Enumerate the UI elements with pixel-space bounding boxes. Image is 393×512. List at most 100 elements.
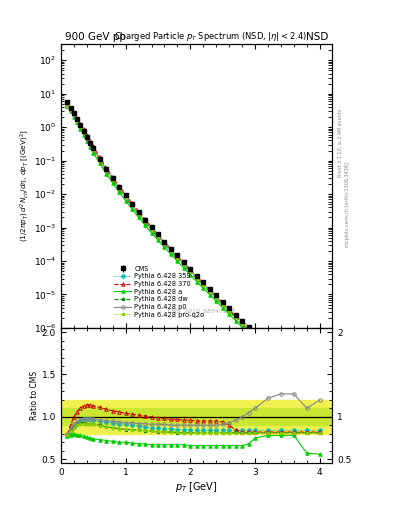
Pythia 6.428 a	[72, 114, 76, 120]
Pythia 6.428 a	[279, 360, 283, 367]
Pythia 6.428 a	[84, 138, 89, 144]
Pythia 6.428 dw	[266, 347, 270, 353]
Pythia 6.428 370	[227, 307, 231, 313]
Pythia 6.428 dw	[201, 282, 206, 288]
Text: Rivet 3.1.10, ≥ 3.4M events: Rivet 3.1.10, ≥ 3.4M events	[338, 109, 343, 178]
Pythia 6.428 p0	[68, 107, 73, 113]
Pythia 6.428 pro-q2o	[169, 248, 173, 254]
Pythia 6.428 pro-q2o	[78, 123, 83, 130]
Pythia 6.428 370	[188, 266, 193, 272]
Pythia 6.428 370	[156, 231, 160, 238]
Pythia 6.428 dw	[182, 262, 186, 268]
Pythia 6.428 359	[149, 226, 154, 232]
Pythia 6.428 359	[188, 268, 193, 274]
Pythia 6.428 370	[97, 154, 102, 160]
Pythia 6.428 pro-q2o	[240, 321, 244, 327]
Pythia 6.428 a	[162, 244, 167, 250]
Pythia 6.428 a	[208, 292, 212, 298]
Pythia 6.428 pro-q2o	[81, 129, 86, 135]
Pythia 6.428 p0	[123, 194, 128, 200]
Pythia 6.428 370	[240, 321, 244, 327]
Pythia 6.428 pro-q2o	[188, 269, 193, 275]
Pythia 6.428 359	[240, 321, 244, 327]
Pythia 6.428 370	[81, 126, 86, 132]
Pythia 6.428 pro-q2o	[233, 315, 238, 321]
Line: Pythia 6.428 dw: Pythia 6.428 dw	[66, 104, 321, 403]
Pythia 6.428 pro-q2o	[246, 328, 251, 334]
X-axis label: $p_T\;[\mathrm{GeV}]$: $p_T\;[\mathrm{GeV}]$	[175, 480, 218, 494]
Text: 900 GeV pp: 900 GeV pp	[65, 32, 126, 42]
Pythia 6.428 pro-q2o	[65, 103, 70, 109]
Pythia 6.428 pro-q2o	[227, 308, 231, 314]
Pythia 6.428 dw	[175, 255, 180, 262]
Pythia 6.428 370	[104, 164, 108, 170]
Pythia 6.428 a	[123, 198, 128, 204]
Pythia 6.428 pro-q2o	[143, 219, 147, 225]
Pythia 6.428 p0	[214, 294, 219, 300]
Pythia 6.428 370	[305, 386, 309, 392]
Pythia 6.428 a	[246, 330, 251, 336]
Pythia 6.428 dw	[227, 308, 231, 314]
Pythia 6.428 370	[65, 102, 70, 109]
Pythia 6.428 a	[188, 272, 193, 278]
Pythia 6.428 dw	[233, 315, 238, 321]
Pythia 6.428 dw	[162, 241, 167, 247]
Pythia 6.428 370	[123, 192, 128, 198]
Pythia 6.428 359	[182, 262, 186, 268]
Pythia 6.428 p0	[88, 140, 92, 146]
Pythia 6.428 pro-q2o	[292, 373, 296, 379]
Pythia 6.428 p0	[292, 366, 296, 372]
Pythia 6.428 a	[110, 180, 115, 186]
Pythia 6.428 p0	[240, 318, 244, 324]
Pythia 6.428 370	[169, 246, 173, 252]
Pythia 6.428 370	[136, 208, 141, 215]
Pythia 6.428 370	[214, 293, 219, 299]
Pythia 6.428 359	[175, 254, 180, 261]
Pythia 6.428 370	[318, 398, 322, 404]
Pythia 6.428 pro-q2o	[195, 275, 199, 282]
Pythia 6.428 359	[75, 117, 79, 123]
Pythia 6.428 p0	[136, 210, 141, 216]
Pythia 6.428 370	[292, 373, 296, 379]
Pythia 6.428 p0	[318, 393, 322, 399]
Text: CMS_2010_S8547297: CMS_2010_S8547297	[168, 308, 236, 314]
Pythia 6.428 p0	[162, 240, 167, 246]
Pythia 6.428 dw	[117, 186, 121, 192]
Pythia 6.428 359	[97, 157, 102, 163]
Pythia 6.428 370	[110, 174, 115, 180]
Pythia 6.428 p0	[65, 102, 70, 109]
Pythia 6.428 dw	[81, 129, 86, 135]
Pythia 6.428 359	[136, 210, 141, 217]
Pythia 6.428 370	[78, 121, 83, 127]
Pythia 6.428 a	[182, 265, 186, 271]
Pythia 6.428 359	[88, 140, 92, 146]
Pythia 6.428 370	[143, 217, 147, 223]
Pythia 6.428 dw	[143, 219, 147, 225]
Line: Pythia 6.428 370: Pythia 6.428 370	[66, 104, 321, 403]
Pythia 6.428 359	[104, 166, 108, 173]
Pythia 6.428 a	[292, 373, 296, 379]
Pythia 6.428 359	[65, 103, 70, 109]
Pythia 6.428 a	[75, 119, 79, 125]
Pythia 6.428 p0	[97, 156, 102, 162]
Pythia 6.428 359	[208, 288, 212, 294]
Pythia 6.428 a	[78, 125, 83, 132]
Pythia 6.428 370	[195, 273, 199, 280]
Pythia 6.428 359	[246, 327, 251, 333]
Pythia 6.428 pro-q2o	[201, 282, 206, 288]
Pythia 6.428 pro-q2o	[104, 167, 108, 174]
Pythia 6.428 a	[318, 404, 322, 410]
Pythia 6.428 359	[84, 134, 89, 140]
Y-axis label: Ratio to CMS: Ratio to CMS	[30, 371, 39, 420]
Pythia 6.428 359	[91, 146, 95, 152]
Pythia 6.428 a	[195, 279, 199, 285]
Pythia 6.428 pro-q2o	[110, 177, 115, 183]
Pythia 6.428 p0	[149, 225, 154, 231]
Pythia 6.428 dw	[220, 302, 225, 308]
Pythia 6.428 359	[68, 108, 73, 114]
Pythia 6.428 a	[117, 189, 121, 195]
Pythia 6.428 dw	[136, 211, 141, 218]
Text: NSD: NSD	[306, 32, 328, 42]
Pythia 6.428 pro-q2o	[136, 211, 141, 218]
Pythia 6.428 p0	[117, 185, 121, 191]
